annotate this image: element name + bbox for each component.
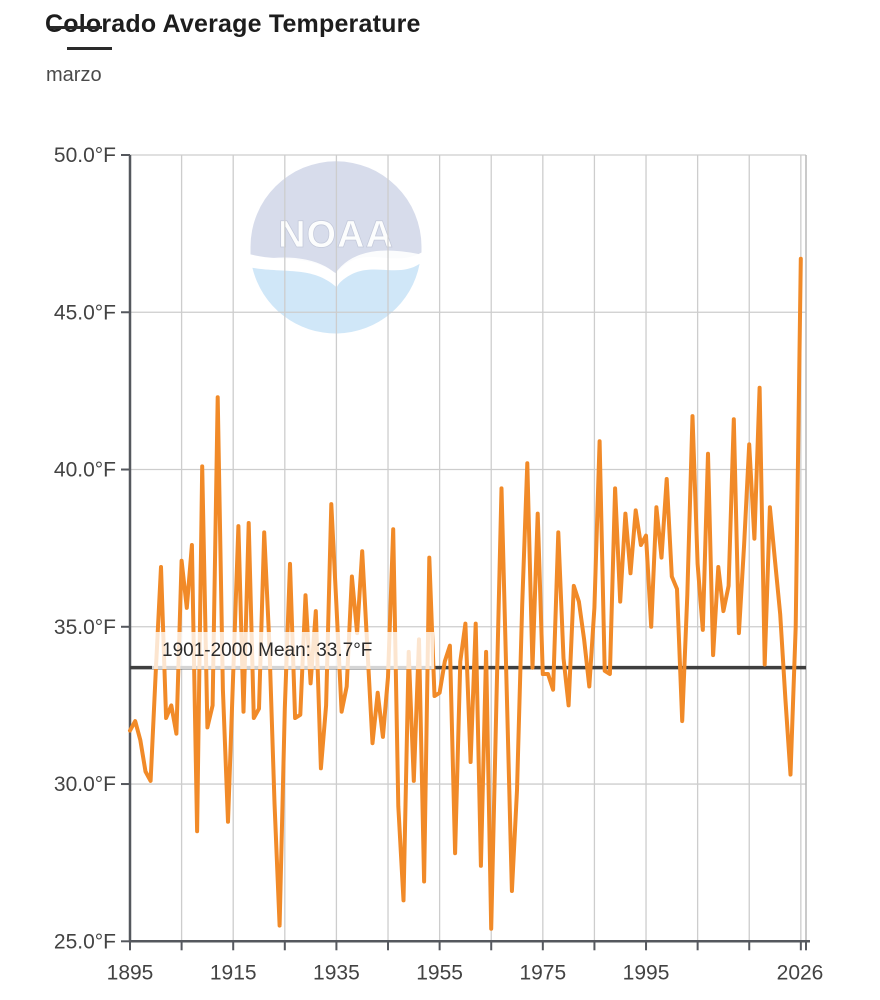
x-tick-label: 1995 [623,961,670,984]
y-tick-label: 45.0°F [54,301,116,324]
page-title: Colorado Average Temperature [45,10,421,38]
x-tick-label: 1935 [313,961,360,984]
y-tick-label: 25.0°F [54,930,116,953]
axes [128,155,810,943]
mean-annotation: 1901-2000 Mean: 33.7°F [152,632,434,669]
y-tick-label: 35.0°F [54,616,116,639]
y-tick-label: 30.0°F [54,773,116,796]
noaa-logo-text: NOAA [278,214,394,256]
page-subtitle-month: marzo [46,64,102,86]
x-tick-label: 1975 [519,961,566,984]
title-strike-decoration [50,26,102,29]
y-tick-label: 40.0°F [54,459,116,482]
y-tick-label: 50.0°F [54,144,116,167]
x-tick-label: 1915 [210,961,257,984]
x-tick-label: 1895 [107,961,154,984]
y-axis-ticks: 50.0°F 45.0°F 40.0°F 35.0°F 30.0°F 25.0°F [54,144,130,953]
noaa-logo-watermark: NOAA [250,161,422,334]
temperature-line[interactable] [128,256,803,931]
x-tick-label: 1955 [416,961,463,984]
x-tick-label: 2026 [777,961,824,984]
x-axis-ticks: 1895 1915 1935 1955 1975 1995 2026 [107,941,824,984]
title-underline-decoration [67,47,112,50]
